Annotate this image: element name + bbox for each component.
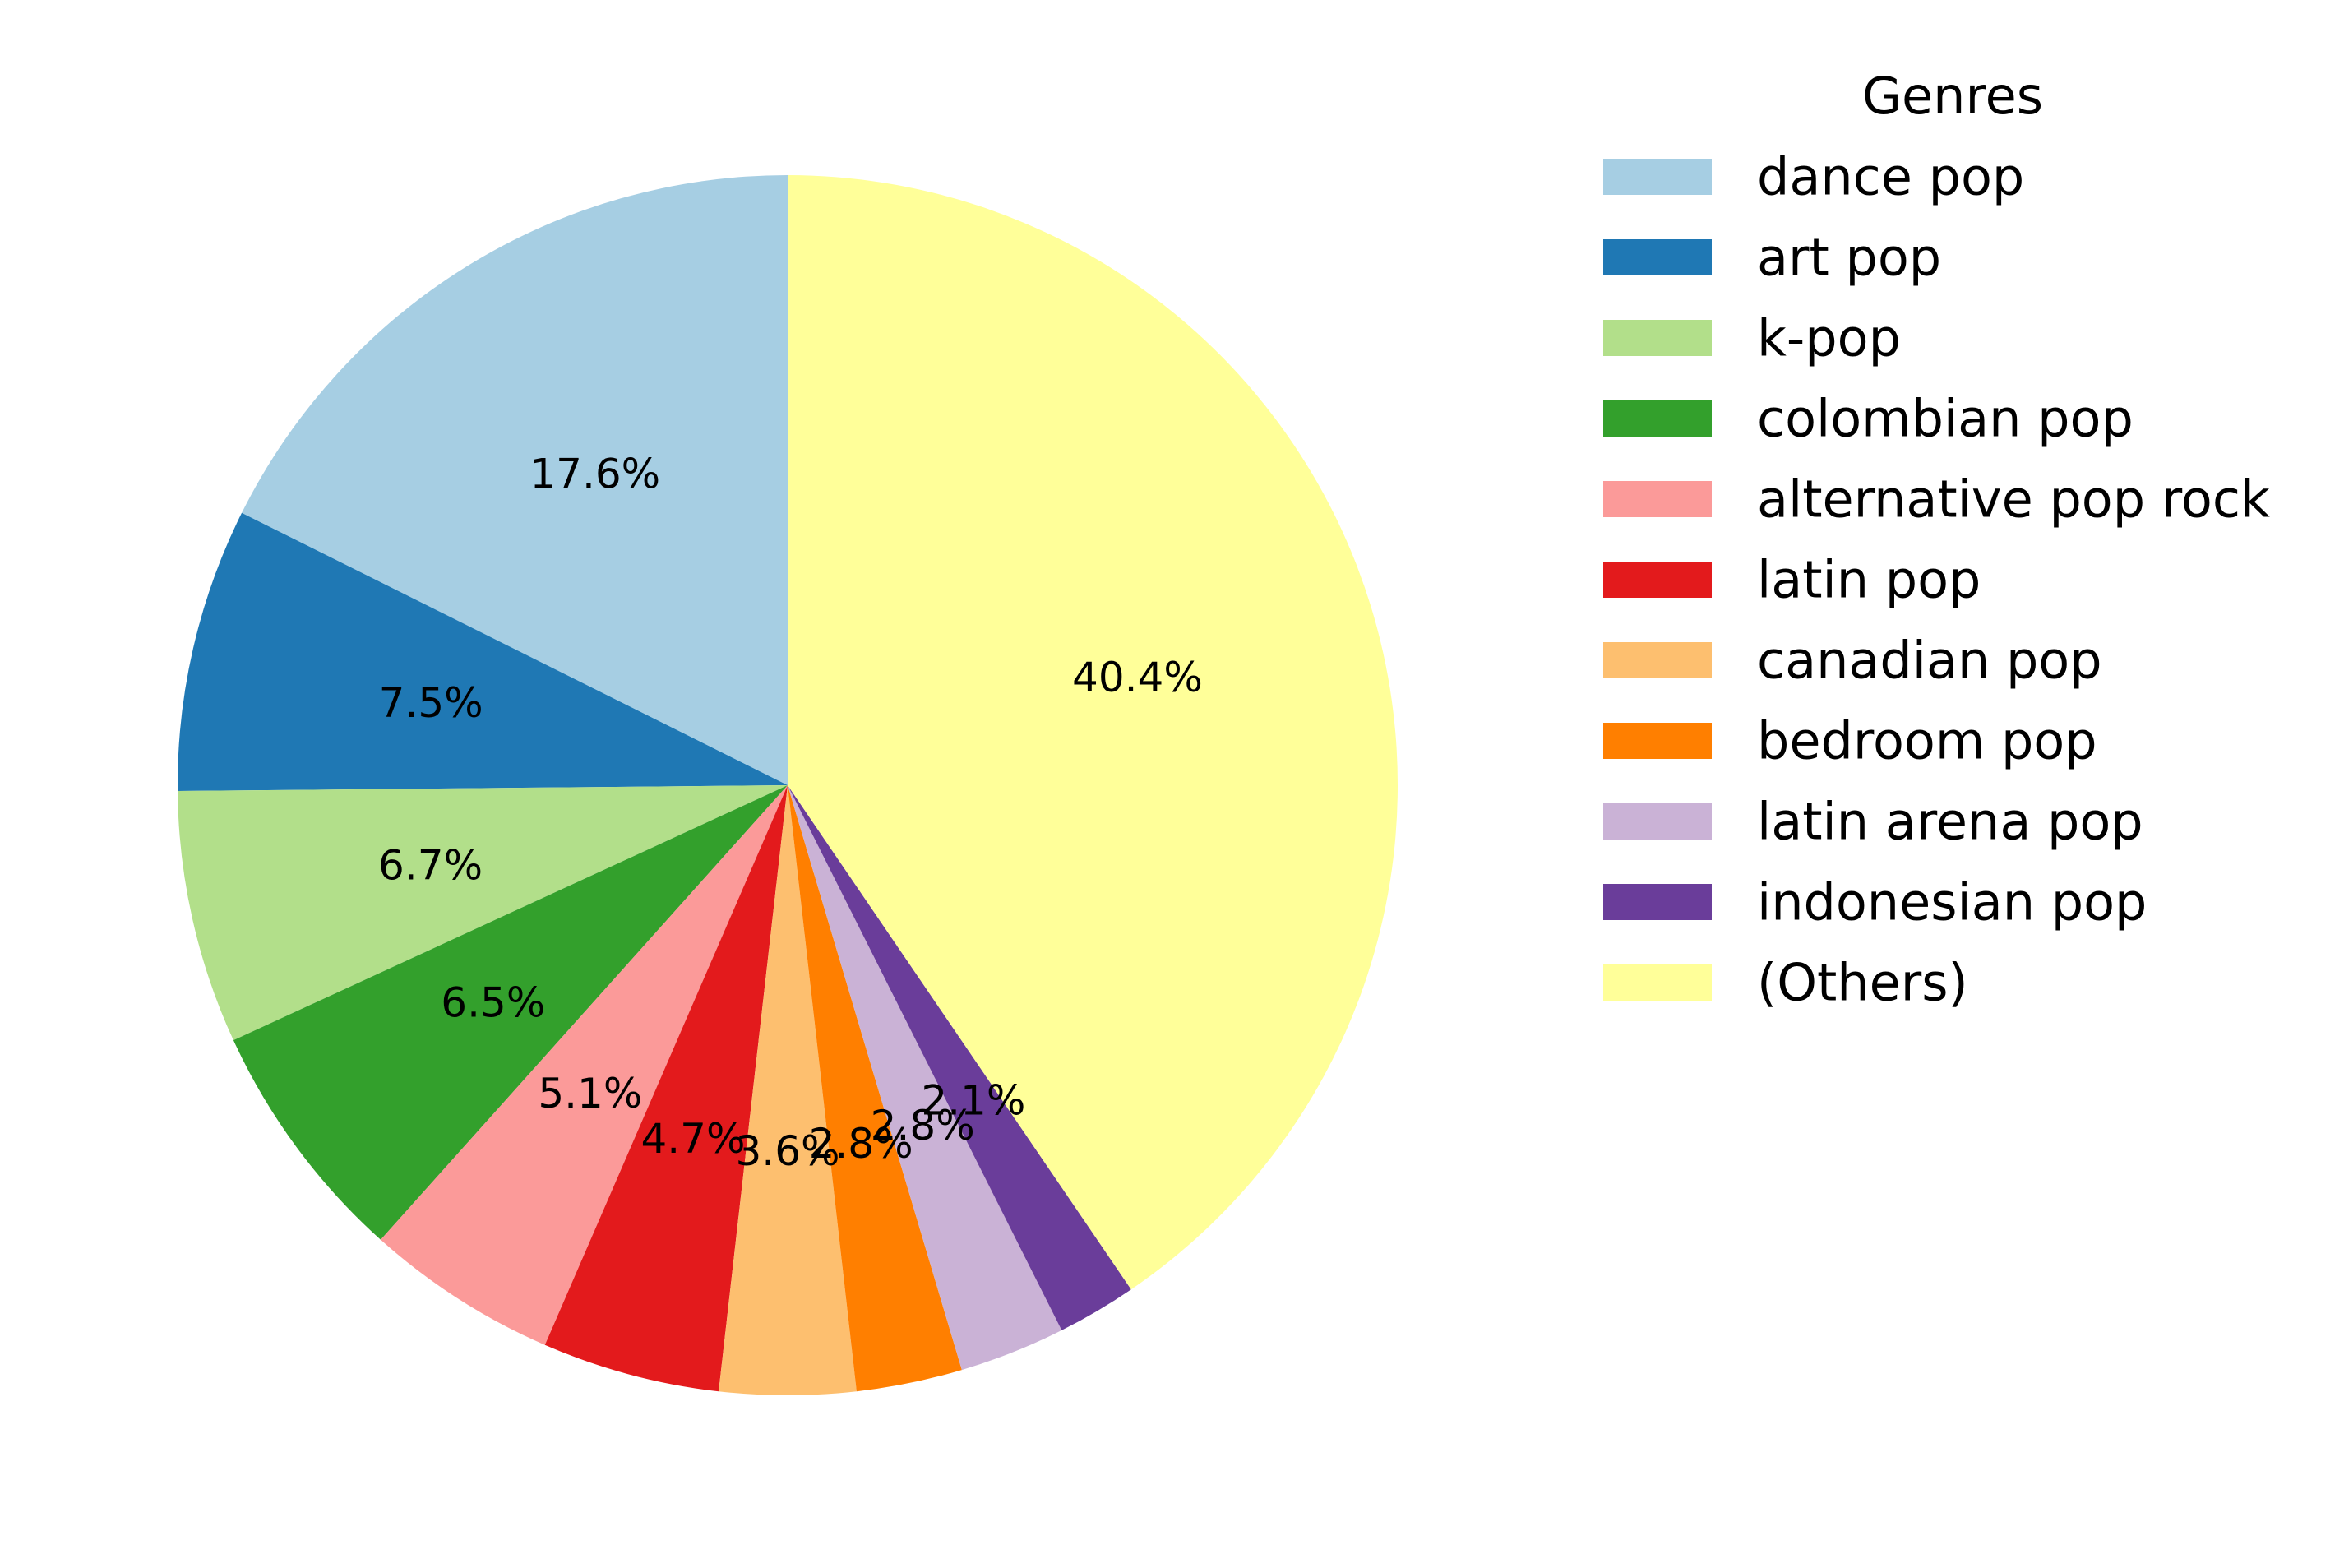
pie-percent-labels: 17.6%7.5%6.7%6.5%5.1%4.7%3.6%2.8%2.8%2.1… xyxy=(378,450,1203,1175)
pie-percent-label-bedroom-pop: 2.8% xyxy=(809,1120,913,1168)
pie-slice-art-pop xyxy=(178,512,788,792)
pie-slice-k-pop xyxy=(178,785,788,1041)
pie-slice-latin-pop xyxy=(544,785,788,1392)
legend-label-art-pop: art pop xyxy=(1757,228,1941,288)
pie-percent-label-canadian-pop: 3.6% xyxy=(735,1127,839,1175)
pie-slice-canadian-pop xyxy=(719,785,857,1396)
pie-slice-dance-pop xyxy=(242,175,788,785)
legend-swatch-latin-pop xyxy=(1603,562,1712,598)
legend-label-alternative-pop-rock: alternative pop rock xyxy=(1757,469,2270,530)
legend-label-latin-pop: latin pop xyxy=(1757,550,1981,610)
legend-title: Genres xyxy=(1862,66,2043,126)
pie-percent-label-others: 40.4% xyxy=(1072,654,1203,701)
legend-swatch-dance-pop xyxy=(1603,159,1712,195)
pie-percent-label-latin-arena-pop: 2.8% xyxy=(871,1102,975,1149)
legend-label-canadian-pop: canadian pop xyxy=(1757,631,2102,691)
legend-swatch-others xyxy=(1603,964,1712,1001)
pie-percent-label-k-pop: 6.7% xyxy=(378,841,483,889)
pie-slice-colombian-pop xyxy=(233,785,788,1240)
legend-label-indonesian-pop: indonesian pop xyxy=(1757,872,2147,932)
legend-swatch-indonesian-pop xyxy=(1603,884,1712,920)
pie-percent-label-latin-pop: 4.7% xyxy=(640,1115,745,1163)
legend-label-bedroom-pop: bedroom pop xyxy=(1757,711,2097,771)
pie-slice-latin-arena-pop xyxy=(788,785,1062,1371)
pie-slice-others xyxy=(788,175,1399,1290)
legend-swatch-bedroom-pop xyxy=(1603,723,1712,759)
pie-percent-label-indonesian-pop: 2.1% xyxy=(921,1077,1025,1125)
pie-slice-alternative-pop-rock xyxy=(381,785,788,1345)
legend-label-others: (Others) xyxy=(1757,953,1968,1013)
legend-swatch-alternative-pop-rock xyxy=(1603,481,1712,517)
legend-label-latin-arena-pop: latin arena pop xyxy=(1757,792,2143,852)
pie-percent-label-art-pop: 7.5% xyxy=(379,679,483,727)
legend-items: dance pop art pop k-pop colombian pop altern… xyxy=(1603,147,2270,1013)
pie-slice-bedroom-pop xyxy=(788,785,962,1392)
pie-percent-label-dance-pop: 17.6% xyxy=(529,450,660,497)
legend-swatch-colombian-pop xyxy=(1603,400,1712,437)
pie-slices xyxy=(178,175,1399,1396)
pie-percent-label-colombian-pop: 6.5% xyxy=(441,978,545,1026)
legend-swatch-k-pop xyxy=(1603,320,1712,356)
legend-swatch-latin-arena-pop xyxy=(1603,803,1712,840)
legend-label-colombian-pop: colombian pop xyxy=(1757,389,2134,449)
legend-label-dance-pop: dance pop xyxy=(1757,147,2024,207)
legend-swatch-canadian-pop xyxy=(1603,642,1712,678)
pie-slice-indonesian-pop xyxy=(788,785,1131,1330)
pie-percent-label-alternative-pop-rock: 5.1% xyxy=(538,1070,642,1117)
legend-swatch-art-pop xyxy=(1603,239,1712,275)
legend: Genres dance pop art pop k-pop colombian po… xyxy=(1603,66,2270,1013)
legend-label-k-pop: k-pop xyxy=(1757,308,1901,368)
